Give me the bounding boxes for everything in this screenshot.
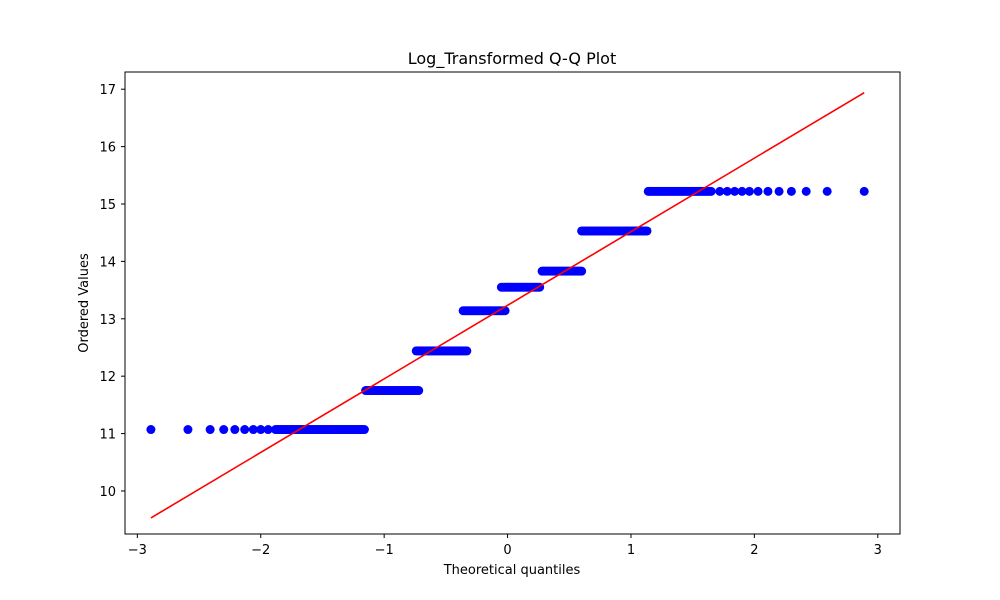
y-tick-label: 13: [99, 313, 116, 328]
data-point: [230, 425, 240, 435]
data-point: [715, 186, 725, 196]
y-axis: 10 11 12 13 14 15 16 17: [99, 83, 125, 500]
data-point: [146, 425, 156, 435]
x-tick-label: −1: [375, 543, 394, 558]
chart-title: Log_Transformed Q-Q Plot: [408, 49, 616, 69]
data-point: [359, 425, 369, 435]
data-point: [414, 386, 424, 396]
x-axis-label: Theoretical quantiles: [443, 563, 581, 578]
data-point: [737, 186, 747, 196]
y-tick-label: 15: [99, 198, 116, 213]
data-point: [219, 425, 229, 435]
x-tick-label: −3: [128, 543, 147, 558]
y-tick-label: 14: [99, 255, 116, 270]
y-tick-label: 11: [99, 428, 116, 443]
x-tick-label: 0: [503, 543, 511, 558]
data-point: [577, 266, 587, 276]
data-point: [462, 346, 472, 356]
data-points: [146, 186, 869, 435]
data-point: [183, 425, 193, 435]
x-tick-label: 1: [627, 543, 635, 558]
y-tick-label: 12: [99, 370, 116, 385]
data-point: [744, 186, 754, 196]
fit-line-group: [150, 91, 865, 519]
data-point: [248, 425, 258, 435]
x-tick-label: −2: [251, 543, 270, 558]
data-point: [642, 226, 652, 236]
data-point: [859, 186, 869, 196]
data-point: [240, 425, 250, 435]
data-point: [801, 186, 811, 196]
y-tick-label: 16: [99, 141, 116, 156]
data-point: [256, 425, 266, 435]
y-tick-label: 10: [99, 485, 116, 500]
y-tick-label: 17: [99, 83, 116, 98]
data-point: [205, 425, 215, 435]
data-point: [763, 186, 773, 196]
plot-frame: [124, 71, 901, 535]
x-tick-label: 3: [874, 543, 882, 558]
x-axis: −3 −2 −1 0 1 2 3: [128, 534, 882, 558]
data-point: [822, 186, 832, 196]
data-point: [753, 186, 763, 196]
fit-line: [150, 91, 865, 519]
data-point: [722, 186, 732, 196]
data-point: [706, 186, 716, 196]
x-tick-label: 2: [750, 543, 758, 558]
y-axis-label: Ordered Values: [77, 253, 92, 353]
data-point: [263, 425, 273, 435]
plot-area: [146, 91, 869, 519]
data-point: [730, 186, 740, 196]
data-point: [786, 186, 796, 196]
data-point: [774, 186, 784, 196]
